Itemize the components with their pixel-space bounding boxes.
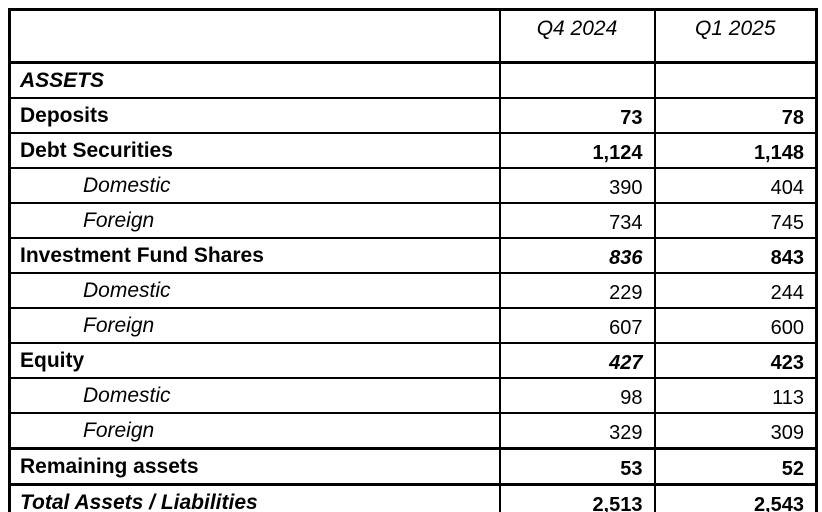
table-row: Equity 427 423 [8,342,818,379]
q4-value-cell: 229 [498,272,656,309]
table-row: Deposits 73 78 [8,97,818,134]
q1-value-cell: 423 [653,342,818,379]
q4-value-cell: 836 [498,237,656,274]
table-row: Remaining assets 53 52 [8,447,818,486]
row-label-cell: Foreign [8,307,501,344]
header-row: Q4 2024 Q1 2025 [8,8,818,64]
table-row: Foreign 734 745 [8,202,818,239]
table-row: Foreign 329 309 [8,412,818,450]
q1-value-cell: 2,543 [653,483,818,512]
row-label-cell: Debt Securities [8,132,501,169]
corner-header-cell [8,8,501,64]
table-row: Domestic 390 404 [8,167,818,204]
q1-value-cell: 244 [653,272,818,309]
q1-value-cell: 1,148 [653,132,818,169]
q4-value-cell: 2,513 [498,483,656,512]
row-label-cell: Investment Fund Shares [8,237,501,274]
q4-value-cell: 329 [498,412,656,450]
col-header-q1-2025: Q1 2025 [653,8,818,64]
row-label-cell: Foreign [8,412,501,450]
q1-value-cell: 843 [653,237,818,274]
q1-value-cell: 745 [653,202,818,239]
row-label-cell: Total Assets / Liabilities [8,483,501,512]
table-row: Domestic 229 244 [8,272,818,309]
q4-value-cell [498,61,656,99]
row-label-cell: Equity [8,342,501,379]
row-label-cell: Domestic [8,167,501,204]
q4-value-cell: 427 [498,342,656,379]
table-row: Investment Fund Shares 836 843 [8,237,818,274]
row-label-cell: Deposits [8,97,501,134]
q4-value-cell: 607 [498,307,656,344]
row-label-cell: Domestic [8,272,501,309]
q1-value-cell [653,61,818,99]
row-label-cell: Remaining assets [8,447,501,486]
q1-value-cell: 404 [653,167,818,204]
q4-value-cell: 73 [498,97,656,134]
q4-value-cell: 390 [498,167,656,204]
q4-value-cell: 53 [498,447,656,486]
q4-value-cell: 1,124 [498,132,656,169]
q1-value-cell: 600 [653,307,818,344]
table-row: Foreign 607 600 [8,307,818,344]
q1-value-cell: 78 [653,97,818,134]
table-row: ASSETS [8,61,818,99]
table-body: ASSETS Deposits 73 78 Debt Securities 1,… [8,61,818,512]
col-header-q4-2024: Q4 2024 [498,8,656,64]
assets-balance-table: Q4 2024 Q1 2025 ASSETS Deposits 73 78 De… [8,8,818,512]
q1-value-cell: 113 [653,377,818,414]
table-row: Total Assets / Liabilities 2,513 2,543 [8,483,818,512]
q4-value-cell: 98 [498,377,656,414]
table-row: Debt Securities 1,124 1,148 [8,132,818,169]
row-label-cell: Foreign [8,202,501,239]
q1-value-cell: 309 [653,412,818,450]
q4-value-cell: 734 [498,202,656,239]
row-label-cell: ASSETS [8,61,501,99]
table-row: Domestic 98 113 [8,377,818,414]
q1-value-cell: 52 [653,447,818,486]
row-label-cell: Domestic [8,377,501,414]
